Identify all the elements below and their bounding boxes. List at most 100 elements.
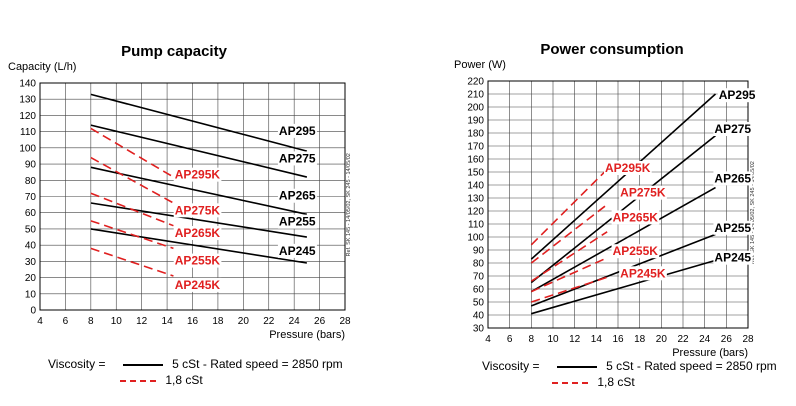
c1-series-label-backing: [277, 214, 317, 229]
c1-series-label-ap255: AP255: [279, 215, 316, 229]
c2-y-axis-label: Power (W): [454, 59, 506, 71]
legend-rated-speed: - Rated speed = 2850 rpm: [636, 359, 777, 373]
c2-series-label-ap265k: AP265K: [613, 210, 659, 224]
c2-series-line-ap295k: [530, 168, 608, 246]
c2-series-label-ap295: AP295: [719, 88, 756, 102]
c1-series-line-ap295: [90, 93, 308, 152]
c2-x-tick-label: 26: [721, 334, 733, 345]
c1-series-label-backing: [173, 253, 222, 268]
legend-dashed-swatch: [552, 381, 588, 384]
c2-y-tick-label: 30: [473, 324, 485, 335]
c2-y-tick-label: 220: [467, 77, 484, 88]
c1-series-label-backing: [173, 226, 222, 241]
c2-y-tick-label: 200: [467, 103, 484, 114]
c1-series-label-backing: [277, 243, 317, 258]
c2-x-tick-label: 20: [656, 334, 668, 345]
c1-y-tick-label: 120: [19, 111, 36, 122]
c2-series-label-backing: [611, 210, 660, 225]
c2-y-tick-label: 190: [467, 116, 484, 127]
c2-y-tick-label: 130: [467, 194, 484, 205]
c2-series-label-ap265: AP265: [714, 171, 751, 185]
c1-series-label-ap295k: AP295K: [175, 168, 221, 182]
c2-y-tick-label: 170: [467, 142, 484, 153]
c1-y-tick-label: 60: [25, 208, 37, 219]
c2-series-line-ap295: [530, 93, 717, 260]
c1-series-line-ap275: [90, 124, 308, 178]
c2-series-label-backing: [713, 171, 753, 186]
c1-series-label-ap275: AP275: [279, 151, 316, 165]
c1-x-tick-label: 12: [136, 316, 148, 327]
c1-series-label-ap295: AP295: [279, 124, 316, 138]
c1-y-axis-label: Capacity (L/h): [8, 61, 76, 73]
c2-series-label-backing: [717, 88, 757, 103]
c2-series-label-ap245k: AP245K: [620, 266, 666, 280]
legend-solid-swatch: [556, 365, 597, 368]
c1-x-tick-label: 8: [88, 316, 94, 327]
c2-x-tick-label: 8: [529, 334, 535, 345]
c1-y-tick-label: 0: [30, 306, 36, 317]
c2-series-line-ap275k: [530, 203, 608, 264]
c1-y-tick-label: 90: [25, 160, 37, 171]
c1-y-tick-label: 30: [25, 257, 37, 268]
c1-y-tick-label: 100: [19, 143, 36, 154]
c1-series-label-ap265k: AP265K: [175, 226, 221, 240]
c1-x-tick-label: 26: [314, 316, 326, 327]
c1-y-tick-label: 10: [25, 289, 37, 300]
c2-y-tick-label: 210: [467, 90, 484, 101]
c2-y-tick-label: 110: [468, 220, 484, 231]
c1-series-label-ap265: AP265: [279, 189, 316, 203]
c2-series-line-ap275: [530, 134, 716, 284]
c1-series-line-ap255k: [90, 220, 174, 250]
c2-y-tick-label: 70: [473, 272, 485, 283]
c2-y-tick-label: 120: [467, 207, 484, 218]
legend-dashed-left: 1,8 cSt: [120, 373, 203, 387]
c2-series-label-backing: [713, 220, 753, 235]
c2-series-label-backing: [713, 122, 753, 136]
c2-series-label-ap255: AP255: [714, 221, 751, 235]
c2-y-tick-label: 50: [473, 298, 485, 309]
c2-y-tick-label: 60: [473, 285, 485, 296]
c2-series-label-backing: [604, 161, 652, 175]
c2-x-tick-label: 18: [634, 334, 646, 345]
c2-series-label-ap275: AP275: [714, 122, 751, 136]
c1-series-label-ap245: AP245: [279, 244, 316, 258]
legend-solid-swatch: [122, 363, 163, 366]
c2-x-tick-label: 24: [699, 334, 711, 345]
c1-y-tick-label: 70: [25, 192, 37, 203]
c1-chart-title: Pump capacity: [121, 43, 228, 60]
c2-y-tick-label: 180: [467, 129, 484, 140]
c2-x-tick-label: 4: [485, 334, 491, 345]
c1-y-tick-label: 110: [20, 127, 36, 138]
c1-series-label-backing: [173, 167, 222, 182]
c1-x-axis-label: Pressure (bars): [269, 329, 345, 341]
c1-series-label-ap245k: AP245K: [175, 278, 221, 292]
c2-series-label-backing: [619, 185, 667, 200]
c1-series-line-ap255: [90, 202, 307, 238]
c2-y-tick-label: 160: [467, 155, 484, 166]
legend-viscosity-label: Viscosity =: [482, 359, 540, 373]
c2-y-tick-label: 40: [473, 311, 485, 322]
c2-series-label-ap245: AP245: [714, 251, 751, 265]
legend-viscosity-label: Viscosity =: [48, 357, 106, 371]
c1-reference-text: Ref. SK 145 - 14/05/02, SK 245 - 14/05/0…: [346, 153, 352, 256]
c1-series-line-ap265: [90, 166, 308, 216]
c1-x-tick-label: 22: [263, 316, 275, 327]
c2-y-tick-label: 90: [473, 246, 485, 257]
c1-series-label-backing: [173, 277, 222, 292]
c2-series-label-backing: [619, 266, 667, 281]
c1-x-tick-label: 16: [187, 316, 199, 327]
c2-chart-title: Power consumption: [540, 41, 683, 58]
c2-series-line-ap265: [530, 186, 716, 293]
c2-x-tick-label: 10: [547, 334, 559, 345]
c1-series-label-backing: [173, 203, 222, 218]
c2-y-tick-label: 100: [467, 233, 484, 244]
c1-series-line-ap245k: [90, 247, 174, 277]
legend-solid-value: 5 cSt: [172, 357, 200, 371]
c1-series-line-ap245: [90, 228, 307, 264]
legend-dashed-right: 1,8 cSt: [552, 375, 635, 389]
c2-x-tick-label: 12: [569, 334, 581, 345]
c1-y-tick-label: 40: [25, 241, 37, 252]
legend-solid-left: Viscosity = 5 cSt - Rated speed = 2850 r…: [48, 357, 343, 371]
legend-solid-value: 5 cSt: [606, 359, 634, 373]
